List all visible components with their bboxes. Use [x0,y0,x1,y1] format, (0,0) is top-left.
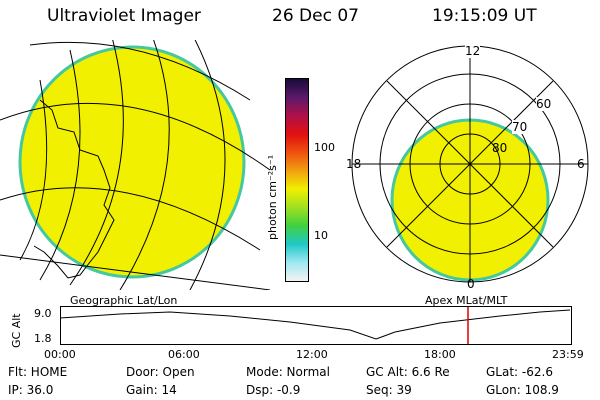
status-dsp: Dsp: -0.9 [246,383,301,397]
status-ip: IP: 36.0 [8,383,54,397]
time-tick-1200: 12:00 [296,348,328,361]
time-tick-0000: 00:00 [44,348,76,361]
mlt-label-0: 0 [467,277,475,291]
status-seq: Seq: 39 [366,383,412,397]
colorbar-tick-10: 10 [314,229,328,242]
lat-line-3 [0,187,261,251]
lat-label-70: 70 [512,120,528,134]
mlt-axis-diag-2 [386,80,554,248]
altitude-plot [60,306,572,345]
status-mode: Mode: Normal [246,365,330,379]
time-label: 19:15:09 UT [432,6,537,26]
mlt-label-18: 18 [346,157,362,171]
right-panel-caption: Apex MLat/MLT [425,294,508,307]
instrument-title: Ultraviolet Imager [47,6,201,26]
status-glon: GLon: 108.9 [486,383,559,397]
time-tick-0600: 06:00 [168,348,200,361]
lon-line-3 [69,40,124,286]
mlt-label-6: 6 [577,157,585,171]
lat-line-2 [0,102,270,171]
left-panel-caption: Geographic Lat/Lon [70,294,178,307]
altitude-tick-9: 9.0 [34,307,52,320]
coastline [33,99,115,279]
status-door: Door: Open [126,365,195,379]
altitude-curve [60,309,571,340]
altitude-tick-1-8: 1.8 [34,332,52,345]
lon-line-5 [189,40,226,290]
lat-line-1 [29,41,251,101]
colorbar-tick-100: 100 [314,141,335,154]
earth-disk [18,45,246,279]
lon-line-2 [39,49,81,281]
lon-line-4 [119,40,170,290]
date-label: 26 Dec 07 [272,6,359,26]
lat-label-60: 60 [536,97,552,111]
polar-image-panel [351,45,589,283]
colorbar [285,78,309,282]
lon-line-1 [19,79,48,261]
lat-label-80: 80 [492,141,508,155]
time-tick-2359: 23:59 [552,348,584,361]
status-gc-alt: GC Alt: 6.6 Re [366,365,450,379]
altitude-axis-label: GC Alt [10,313,23,348]
geographic-image-panel [0,40,270,290]
time-tick-1800: 18:00 [424,348,456,361]
status-glat: GLat: -62.6 [486,365,553,379]
status-flt: Flt: HOME [8,365,68,379]
lat-line-4 [0,254,270,290]
mlt-label-12: 12 [465,44,481,58]
status-gain: Gain: 14 [126,383,177,397]
colorbar-unit-label: photon cm⁻²s⁻¹ [266,154,279,240]
